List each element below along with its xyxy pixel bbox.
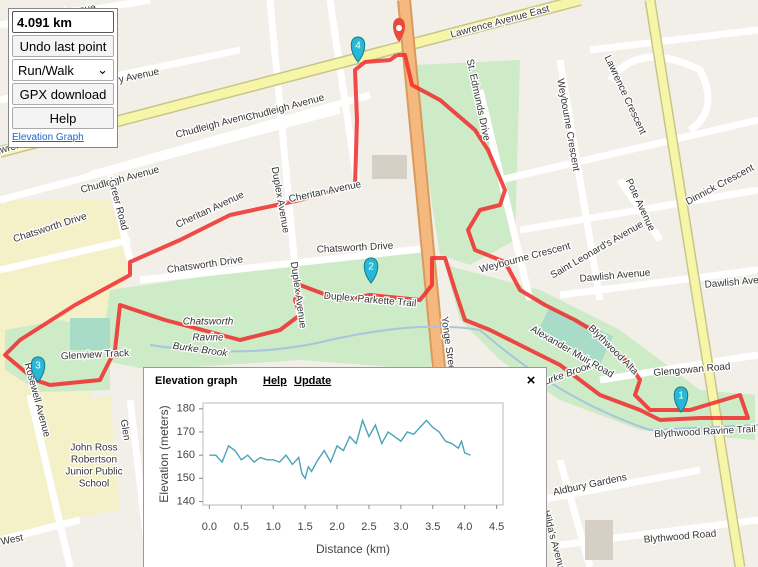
map-label: Weybourne Crescent xyxy=(554,78,581,172)
map-label: Junior Public xyxy=(65,467,122,478)
route-marker-label: 1 xyxy=(678,391,684,402)
map-label: Chatsworth xyxy=(183,317,234,328)
mode-select[interactable]: Run/Walk ⌄ xyxy=(12,59,114,81)
control-panel: 4.091 km Undo last point Run/Walk ⌄ GPX d… xyxy=(8,8,118,148)
map-label: Glen xyxy=(118,419,133,442)
undo-button[interactable]: Undo last point xyxy=(12,35,114,57)
x-tick-label: 4.5 xyxy=(489,521,504,533)
route-marker[interactable] xyxy=(363,257,379,284)
x-tick-label: 2.5 xyxy=(361,521,376,533)
y-tick-label: 160 xyxy=(177,449,195,461)
route-marker-label: 3 xyxy=(35,361,41,372)
map-label: Lawrence Avenue East xyxy=(449,4,551,41)
map-label: John Ross xyxy=(70,443,117,454)
x-tick-label: 3.0 xyxy=(393,521,408,533)
route-marker[interactable] xyxy=(350,36,366,63)
map-label: School xyxy=(79,479,110,490)
popup-update[interactable]: Update xyxy=(294,375,331,387)
map-label: Cheritan Avenue xyxy=(288,179,363,205)
mode-value: Run/Walk xyxy=(18,62,74,78)
gpx-button[interactable]: GPX download xyxy=(12,83,114,105)
y-axis-label: Elevation (meters) xyxy=(157,405,171,502)
route-marker[interactable] xyxy=(30,356,46,383)
distance: 4.091 km xyxy=(12,11,114,33)
y-tick-label: 150 xyxy=(177,472,195,484)
map-label: Chatsworth Drive xyxy=(316,241,394,256)
map-label: Glenview Track xyxy=(61,348,131,363)
route xyxy=(3,53,750,422)
x-tick-label: 1.5 xyxy=(297,521,312,533)
y-tick-label: 140 xyxy=(177,495,195,507)
elevation-chart: 140 150 160 170 180 0.0 0.5 1.0 1.5 2.0 2.5 3.0 3.5 4… xyxy=(157,402,504,556)
x-tick-label: 0.0 xyxy=(202,521,217,533)
route-marker[interactable] xyxy=(673,386,689,413)
start-marker-dot xyxy=(396,25,402,31)
plot-area xyxy=(202,402,504,506)
chevron: ⌄ xyxy=(97,62,108,77)
route-marker-label: 4 xyxy=(355,41,361,52)
y-tick-label: 180 xyxy=(177,403,195,415)
x-tick-label: 1.0 xyxy=(266,521,281,533)
route-markers: 1 2 3 4 xyxy=(30,18,689,413)
popup-help[interactable]: Help xyxy=(263,375,287,387)
y-tick-label: 170 xyxy=(177,426,195,438)
elevation-link[interactable]: Elevation Graph xyxy=(12,132,84,143)
elevation-line xyxy=(209,418,471,480)
map-label: Ravine xyxy=(192,333,224,344)
map-label: Robertson xyxy=(71,455,117,466)
x-tick-label: 0.5 xyxy=(234,521,249,533)
help-button[interactable]: Help xyxy=(12,107,114,129)
popup-close[interactable]: × xyxy=(527,372,536,389)
x-tick-label: 3.5 xyxy=(425,521,440,533)
x-axis-label: Distance (km) xyxy=(316,542,390,556)
popup-title: Elevation graph xyxy=(155,375,238,387)
x-tick-label: 2.0 xyxy=(329,521,344,533)
x-tick-label: 4.0 xyxy=(457,521,472,533)
elevation-popup: Elevation graph Help Update × 1401501601… xyxy=(143,367,547,567)
map-label: Dinnick Crescent xyxy=(684,162,756,207)
route-marker-label: 2 xyxy=(368,262,374,273)
